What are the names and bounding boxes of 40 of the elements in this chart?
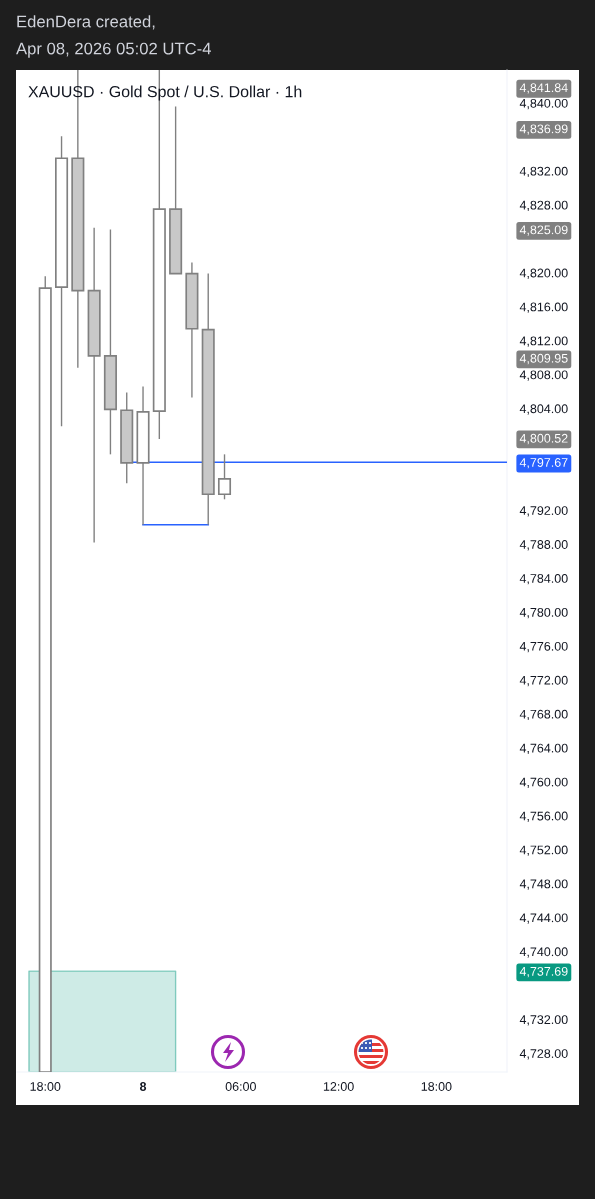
y-tick-label: 4,792.00 [519, 506, 568, 517]
x-tick-label: 12:00 [323, 1082, 354, 1091]
y-tick-label: 4,752.00 [519, 845, 568, 856]
x-tick-label: 8 [139, 1082, 147, 1091]
y-tick-label: 4,748.00 [519, 879, 568, 890]
candlestick [217, 453, 232, 501]
y-tick-label: 4,812.00 [519, 336, 568, 347]
y-tick-label: 4,784.00 [519, 574, 568, 585]
text: EdenDera created, [17, 15, 155, 30]
y-tick-label: 4,808.00 [519, 370, 568, 381]
x-tick-label: 06:00 [225, 1082, 256, 1091]
y-tick-label: 4,820.00 [519, 268, 568, 279]
text: XAUUSD · Gold Spot / U.S. Dollar · 1h [28, 85, 302, 101]
y-tick-label: 4,780.00 [519, 607, 568, 619]
y-tick-label: 4,772.00 [519, 675, 568, 687]
y-tick-label: 4,744.00 [519, 913, 568, 924]
y-tick-label: 4,800.52 [519, 433, 568, 445]
y-tick-label: 4,740.00 [519, 947, 568, 958]
y-tick-label: 4,804.00 [519, 404, 568, 415]
y-tick-label: 4,836.99 [519, 124, 568, 135]
y-tick-label: 4,756.00 [519, 811, 568, 822]
y-tick-label: 4,776.00 [519, 641, 568, 653]
y-tick-label: 4,788.00 [519, 540, 568, 551]
y-tick-label: 4,832.00 [519, 166, 568, 178]
y-tick-label: 4,728.00 [519, 1049, 568, 1060]
y-tick-label: 4,732.00 [519, 1015, 568, 1026]
x-tick-label: 18:00 [30, 1082, 61, 1091]
y-tick-label: 4,828.00 [519, 200, 568, 212]
y-tick-label: 4,768.00 [519, 709, 568, 721]
y-tick-label: 4,737.69 [519, 966, 568, 978]
y-tick-label: 4,760.00 [519, 777, 568, 788]
y-tick-label: 4,840.00 [519, 98, 568, 110]
x-tick-label: 18:00 [421, 1082, 452, 1091]
y-tick-label: 4,764.00 [519, 743, 568, 755]
y-tick-label: 4,841.84 [519, 83, 568, 94]
y-tick-label: 4,825.09 [519, 225, 568, 236]
y-tick-label: 4,816.00 [519, 302, 568, 313]
y-tick-label: 4,809.95 [519, 353, 568, 365]
y-tick-label: 4,797.67 [519, 458, 568, 469]
text: Apr 08, 2026 05:02 UTC-4 [16, 42, 211, 58]
